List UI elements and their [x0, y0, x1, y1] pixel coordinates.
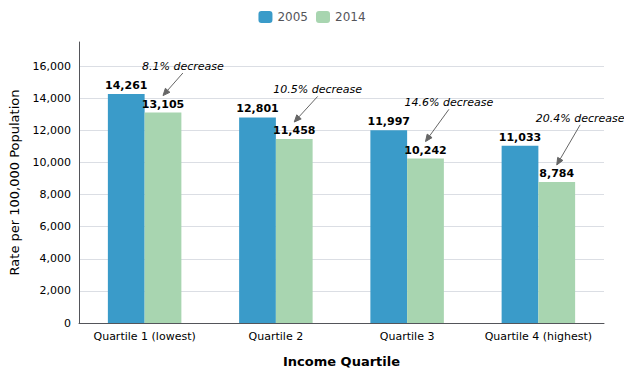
svg-text:8.1% decrease: 8.1% decrease — [142, 60, 224, 73]
svg-text:8,000: 8,000 — [40, 188, 72, 201]
svg-text:14.6% decrease: 14.6% decrease — [405, 96, 494, 109]
svg-text:0: 0 — [64, 317, 71, 330]
svg-text:12,801: 12,801 — [236, 102, 278, 115]
svg-text:20.4% decrease: 20.4% decrease — [536, 112, 624, 125]
svg-text:14,261: 14,261 — [105, 79, 147, 92]
svg-text:Quartile 4 (highest): Quartile 4 (highest) — [485, 330, 592, 343]
svg-text:Quartile 1 (lowest): Quartile 1 (lowest) — [93, 330, 195, 343]
svg-text:8,784: 8,784 — [539, 167, 574, 180]
svg-text:Rate per 100,000 Population: Rate per 100,000 Population — [7, 90, 22, 276]
svg-text:2014: 2014 — [335, 10, 366, 24]
svg-text:11,033: 11,033 — [499, 131, 541, 144]
svg-text:Income Quartile: Income Quartile — [283, 354, 400, 369]
svg-text:11,458: 11,458 — [273, 124, 315, 137]
svg-text:14,000: 14,000 — [33, 92, 72, 105]
svg-text:10.5% decrease: 10.5% decrease — [273, 83, 362, 96]
svg-text:10,242: 10,242 — [404, 144, 446, 157]
svg-text:2,000: 2,000 — [40, 284, 72, 297]
svg-text:11,997: 11,997 — [368, 115, 410, 128]
svg-text:12,000: 12,000 — [33, 124, 72, 137]
svg-text:16,000: 16,000 — [33, 60, 72, 73]
svg-text:13,105: 13,105 — [142, 98, 184, 111]
svg-text:4,000: 4,000 — [40, 252, 72, 265]
svg-text:2005: 2005 — [277, 10, 308, 24]
svg-text:Quartile 2: Quartile 2 — [249, 330, 304, 343]
svg-text:Quartile 3: Quartile 3 — [380, 330, 435, 343]
svg-text:10,000: 10,000 — [33, 156, 72, 169]
svg-text:6,000: 6,000 — [40, 220, 72, 233]
